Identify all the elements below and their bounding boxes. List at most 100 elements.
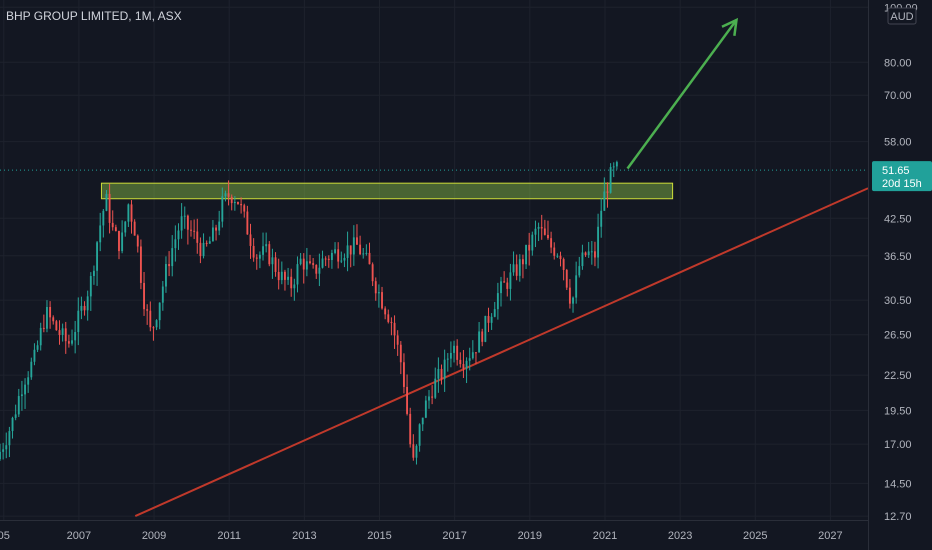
candle-body — [284, 271, 286, 280]
x-tick-label: 2023 — [668, 530, 692, 542]
candle-body — [193, 230, 196, 232]
candle-body — [55, 321, 58, 331]
candle-body — [180, 216, 183, 231]
y-tick-label: 19.50 — [884, 405, 912, 417]
candle-body — [446, 358, 449, 360]
candle-body — [202, 242, 205, 257]
candle-body — [221, 196, 224, 222]
candle-body — [2, 449, 5, 452]
candle-body — [468, 358, 471, 361]
candle-body — [155, 320, 158, 328]
candle-body — [305, 261, 308, 270]
resistance-zone-box — [100, 182, 674, 200]
candle-body — [475, 352, 477, 354]
x-tick-label: 2013 — [292, 530, 316, 542]
candle-body — [77, 310, 80, 333]
candle-body — [299, 258, 302, 265]
candle-body — [578, 266, 581, 276]
candle-body — [340, 260, 343, 262]
candle-body — [437, 368, 440, 379]
candle-body — [233, 201, 236, 204]
candle-body — [114, 227, 117, 231]
candle-body — [89, 276, 92, 297]
x-tick-label: 2019 — [518, 530, 542, 542]
candle-body — [111, 222, 114, 228]
candle-body — [124, 221, 127, 233]
candle-body — [406, 386, 409, 414]
candle-body — [280, 271, 283, 281]
candle-body — [161, 286, 164, 303]
candle-body — [337, 249, 340, 262]
candle-body — [409, 413, 412, 445]
candle-body — [67, 341, 70, 344]
candle-body — [255, 257, 258, 259]
candle-body — [515, 264, 518, 276]
candle-body — [334, 249, 336, 253]
candle-body — [518, 259, 521, 276]
candle-body — [211, 227, 214, 242]
candle-body — [102, 210, 105, 226]
candle-body — [572, 297, 574, 304]
candle-body — [393, 322, 396, 336]
candle-body — [208, 241, 211, 244]
candle-body — [396, 335, 399, 345]
candle-body — [597, 226, 600, 258]
candle-body — [590, 251, 593, 253]
candle-body — [500, 281, 502, 294]
candle-body — [547, 234, 549, 239]
candle-body — [227, 193, 230, 197]
candle-body — [603, 191, 606, 211]
candle-body — [33, 349, 36, 362]
candle-body — [471, 352, 474, 359]
candle-body — [324, 258, 327, 260]
candle-body — [594, 251, 596, 258]
candle-body — [412, 444, 415, 458]
candle-body — [525, 244, 527, 265]
last-price-value: 51.65 — [882, 165, 910, 177]
candle-body — [58, 330, 61, 335]
candle-body — [86, 296, 89, 311]
candle-body — [243, 205, 246, 212]
candle-body — [17, 396, 20, 415]
y-tick-label: 12.70 — [884, 511, 912, 523]
candle-body — [487, 315, 490, 323]
candle-body — [390, 321, 393, 323]
y-tick-label: 42.50 — [884, 213, 912, 225]
candle-body — [218, 221, 221, 231]
candle-body — [453, 345, 455, 353]
candle-body — [459, 359, 462, 365]
candle-body — [399, 344, 402, 363]
candle-body — [293, 284, 296, 289]
candle-body — [443, 359, 446, 379]
candle-body — [478, 331, 481, 353]
candle-body — [11, 417, 14, 432]
candle-body — [503, 281, 506, 283]
candle-body — [196, 231, 199, 243]
candle-body — [496, 293, 499, 310]
candle-body — [403, 362, 405, 387]
y-tick-label: 22.50 — [884, 370, 912, 382]
candle-body — [346, 245, 349, 258]
candle-body — [377, 292, 380, 294]
candle-body — [271, 257, 274, 265]
candle-body — [215, 227, 217, 231]
candle-body — [96, 242, 99, 271]
candle-body — [490, 316, 493, 323]
candle-body — [130, 204, 133, 222]
candle-body — [327, 258, 330, 260]
candle-body — [186, 215, 189, 230]
currency-label: AUD — [890, 11, 913, 23]
candle-body — [0, 451, 1, 460]
chart-title: BHP GROUP LIMITED, 1M, ASX — [6, 9, 182, 23]
candle-body — [359, 244, 362, 255]
candle-body — [434, 378, 437, 398]
candle-body — [49, 306, 52, 318]
candle-body — [46, 306, 48, 329]
candle-body — [312, 263, 315, 265]
candle-body — [368, 252, 371, 265]
candle-body — [440, 368, 443, 379]
candle-body — [531, 234, 534, 251]
candle-body — [384, 308, 387, 315]
projection-arrow — [626, 19, 738, 170]
